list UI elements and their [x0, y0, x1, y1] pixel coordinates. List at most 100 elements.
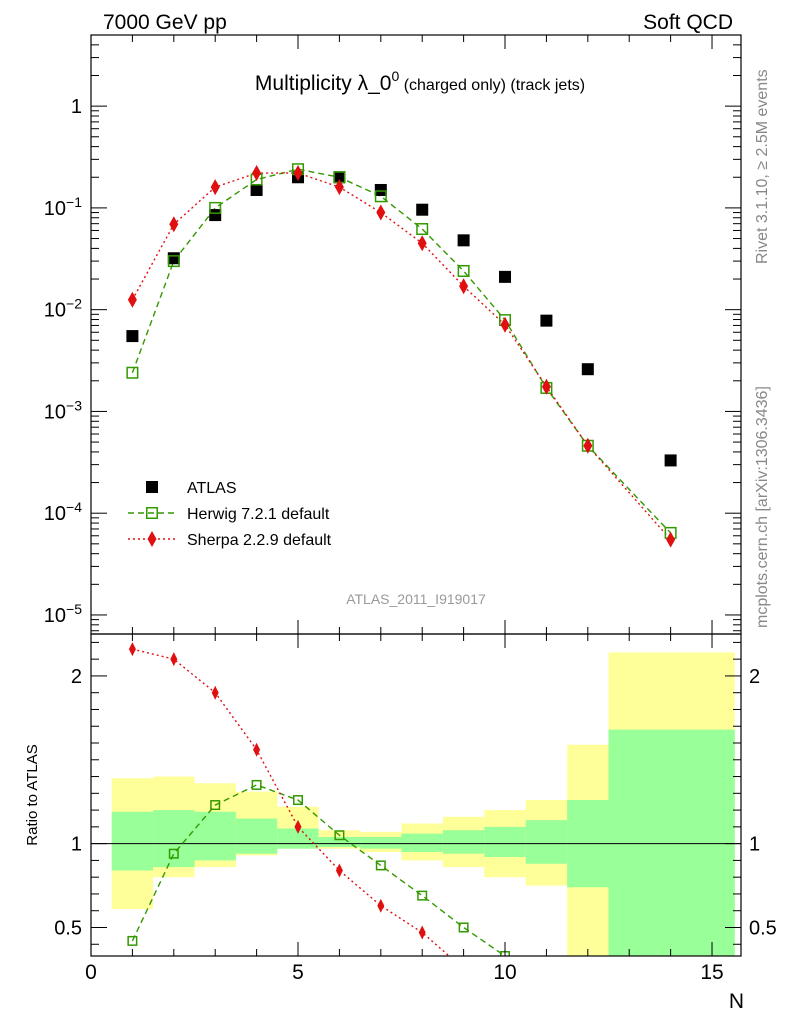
y-tick-label: 10−3	[44, 397, 82, 423]
data-point	[499, 270, 512, 283]
ratio-point	[377, 898, 385, 913]
source-info-label: mcplots.cern.ch [arXiv:1306.3436]	[754, 386, 771, 628]
header-left-label: 7000 GeV pp	[103, 11, 227, 34]
y-tick-label-exp: −2	[66, 296, 82, 312]
ratio-point	[294, 819, 302, 834]
ratio-point	[417, 890, 428, 901]
y-tick-label-exp: −4	[66, 499, 82, 515]
data-point	[457, 264, 470, 277]
data-point	[210, 179, 220, 196]
series-line	[131, 168, 672, 534]
stat-uncertainty-band	[401, 833, 443, 853]
header-right-label: Soft QCD	[643, 11, 733, 34]
data-point	[664, 454, 677, 467]
y-axis-label: Ratio to ATLAS	[24, 744, 41, 845]
data-point	[583, 437, 593, 454]
data-point	[167, 255, 180, 268]
y-tick-label-base: 10	[44, 198, 66, 220]
ratio-point	[293, 795, 304, 806]
ratio-frame	[90, 633, 742, 957]
analysis-watermark: ATLAS_2011_I919017	[346, 591, 486, 607]
ratio-point	[170, 652, 178, 667]
ratio-point	[335, 863, 343, 878]
y-tick-label-base: 10	[44, 300, 66, 322]
y-tick-label: 10−4	[44, 499, 82, 525]
ratio-point	[375, 860, 386, 871]
y-tick-label-right: 2	[749, 666, 760, 688]
data-point	[209, 209, 222, 222]
data-point	[500, 316, 510, 333]
x-tick-label: 5	[292, 961, 304, 984]
ratio-series-line	[132, 648, 450, 956]
data-point	[126, 330, 139, 343]
ratio-series	[127, 642, 511, 956]
ratio-point	[210, 800, 221, 811]
rivet-info-label: Rivet 3.1.10, ≥ 2.5M events	[754, 69, 771, 264]
plot-title-small: (charged only) (track jets)	[399, 77, 585, 94]
y-tick-label-base: 10	[44, 605, 66, 627]
ratio-point	[458, 922, 469, 933]
y-tick-label: 10−5	[44, 601, 82, 627]
stat-uncertainty-band	[442, 830, 485, 854]
ratio-point	[128, 642, 136, 657]
stat-uncertainty-band	[235, 818, 278, 854]
data-point	[169, 216, 179, 233]
data-point	[209, 201, 222, 214]
data-point	[167, 252, 180, 265]
data-point	[541, 378, 551, 395]
data-point	[666, 531, 676, 548]
legend-marker	[146, 507, 158, 519]
stat-uncertainty-band	[318, 836, 361, 847]
plot-title: Multiplicity λ_00 (charged only) (track …	[255, 68, 585, 95]
data-point	[374, 183, 387, 196]
y-tick-label: 10−1	[44, 194, 82, 220]
legend-marker	[146, 481, 158, 493]
stat-uncertainty-band	[608, 729, 735, 956]
y-tick-label: 1	[71, 834, 82, 856]
y-tick-label: 10−2	[44, 296, 82, 322]
data-point	[581, 363, 594, 376]
legend-marker	[147, 531, 157, 547]
data-point	[293, 165, 303, 182]
ratio-point	[211, 685, 219, 700]
x-tick-label: 0	[85, 961, 97, 984]
y-tick-label-right: 0.5	[749, 917, 777, 939]
ratio-point	[168, 848, 179, 859]
data-point	[540, 314, 553, 327]
legend-label: Herwig 7.2.1 default	[187, 506, 330, 523]
y-tick-label-exp: −1	[66, 194, 82, 210]
y-tick-label-base: 10	[44, 503, 66, 525]
data-point	[459, 278, 469, 295]
data-point	[126, 366, 139, 379]
data-point	[334, 179, 344, 196]
ratio-point	[418, 925, 426, 940]
plot-title-main: Multiplicity λ_0	[255, 72, 392, 95]
y-tick-label: 1	[71, 96, 82, 118]
legend: ATLAS Herwig 7.2.1 default Sherpa 2.2.9 de…	[128, 480, 332, 549]
data-point	[252, 165, 262, 182]
stat-uncertainty-band	[111, 811, 154, 871]
legend-label: ATLAS	[187, 480, 237, 497]
ratio-point	[334, 830, 345, 841]
main-series	[126, 163, 677, 548]
stat-uncertainty-band	[484, 826, 526, 858]
ratio-point	[127, 935, 138, 946]
stat-uncertainty-band	[194, 811, 236, 861]
data-point	[457, 234, 470, 247]
ratio-bands	[111, 652, 735, 956]
y-tick-label-exp: −3	[66, 397, 82, 413]
legend-label: Sherpa 2.2.9 default	[187, 532, 332, 549]
y-tick-label-exp: −5	[66, 601, 82, 617]
data-point	[416, 223, 429, 236]
ratio-series-line	[131, 784, 506, 956]
x-tick-label: 15	[700, 961, 723, 984]
data-point	[376, 204, 386, 221]
ratio-point	[251, 779, 262, 790]
plot-title-sup: 0	[391, 68, 399, 84]
data-point	[417, 235, 427, 252]
x-tick-label: 10	[493, 961, 516, 984]
ratio-point	[253, 742, 261, 757]
